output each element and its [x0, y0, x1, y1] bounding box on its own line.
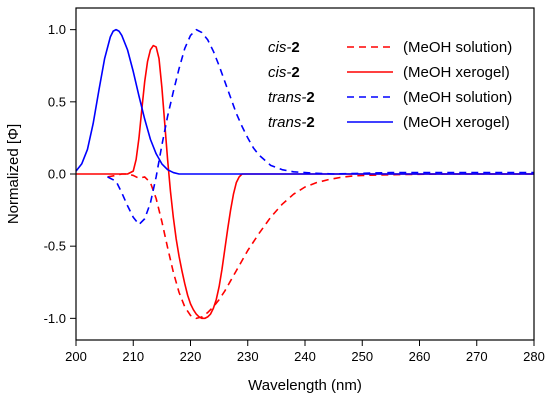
y-tick-label-4: -1.0	[44, 311, 66, 326]
x-tick-label-260: 260	[409, 349, 431, 364]
y-axis-title: Normalized [Φ]	[5, 124, 22, 224]
y-tick-label-3: -0.5	[44, 239, 66, 254]
legend-name-trans_sol: trans-2	[268, 89, 315, 106]
x-tick-label-210: 210	[122, 349, 144, 364]
x-tick-label-240: 240	[294, 349, 316, 364]
x-tick-label-250: 250	[351, 349, 373, 364]
x-axis-title: Wavelength (nm)	[248, 377, 362, 394]
legend: cis-2 (MeOH solution) cis-2 (MeOH xerogel) t…	[268, 39, 512, 131]
y-tick-label-0: 1.0	[48, 22, 66, 37]
legend-desc-cis_sol: (MeOH solution)	[403, 39, 512, 56]
series-line-cis_sol	[107, 173, 534, 320]
y-tick-label-1: 0.5	[48, 94, 66, 109]
series-layer	[75, 28, 534, 320]
series-line-trans_xero	[75, 28, 534, 175]
x-tick-label-230: 230	[237, 349, 259, 364]
x-tick-label-280: 280	[523, 349, 545, 364]
x-tick-label-200: 200	[65, 349, 87, 364]
legend-name-cis_xero: cis-2	[268, 64, 300, 81]
legend-desc-cis_xero: (MeOH xerogel)	[403, 64, 510, 81]
y-tick-label-2: 0.0	[48, 167, 66, 182]
x-tick-label-220: 220	[180, 349, 202, 364]
series-line-trans_sol	[107, 28, 534, 226]
legend-name-cis_sol: cis-2	[268, 39, 300, 56]
ticks-layer: 200 210 220 230 240 250 260 270 280 1.0 0.5 0.0 -0.5…	[44, 22, 545, 364]
legend-name-trans_xero: trans-2	[268, 114, 315, 131]
x-tick-label-270: 270	[466, 349, 488, 364]
legend-desc-trans_xero: (MeOH xerogel)	[403, 114, 510, 131]
series-line-cis_xero	[76, 44, 534, 320]
legend-desc-trans_sol: (MeOH solution)	[403, 89, 512, 106]
